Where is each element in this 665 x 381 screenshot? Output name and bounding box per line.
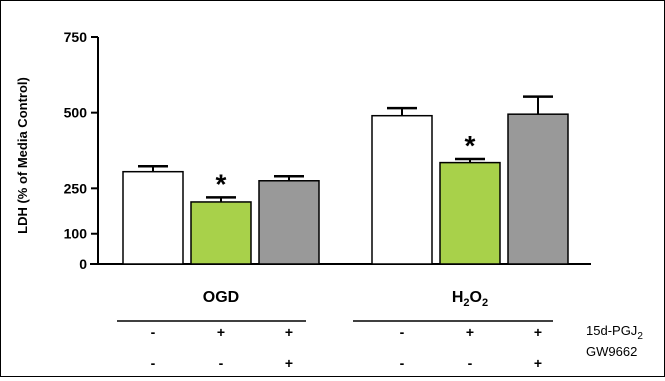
condition-label-sub: 2 [637,331,643,342]
group-label: OGD [203,289,239,306]
condition-sign: + [285,324,293,340]
label-layer: OGD H2O2- + + - + +15d-PGJ2- - + - - +GW9662 [117,289,643,371]
bar-layer: ** [123,97,568,264]
condition-sign: - [468,355,473,371]
y-tick-label: 0 [79,256,87,272]
condition-sign: + [534,324,542,340]
bar [259,181,319,264]
y-tick-label: 100 [64,226,88,242]
bar [191,202,251,264]
group-label-part: O [470,289,482,306]
y-tick-label: 750 [64,29,88,45]
condition-label-main: GW9662 [586,344,637,359]
group-label-part: H [452,289,464,306]
bar [508,114,568,264]
condition-sign: - [219,355,224,371]
bar [440,163,500,264]
y-tick-label: 250 [64,180,88,196]
significance-marker: * [465,130,476,161]
condition-label: 15d-PGJ2 [586,323,643,342]
y-tick-label: 500 [64,105,88,121]
condition-sign: + [285,355,293,371]
condition-sign: + [217,324,225,340]
condition-label-main: 15d-PGJ [586,323,637,338]
condition-sign: - [151,355,156,371]
group-label-part: 2 [482,297,488,309]
bar [372,116,432,264]
group-label: H2O2 [452,289,488,309]
bar [123,172,183,264]
condition-sign: + [466,324,474,340]
condition-label: GW9662 [586,344,637,359]
condition-sign: - [400,355,405,371]
condition-sign: + [534,355,542,371]
significance-marker: * [216,168,227,199]
y-axis-title: LDH (% of Media Control) [15,77,30,234]
condition-sign: - [151,324,156,340]
condition-sign: - [400,324,405,340]
